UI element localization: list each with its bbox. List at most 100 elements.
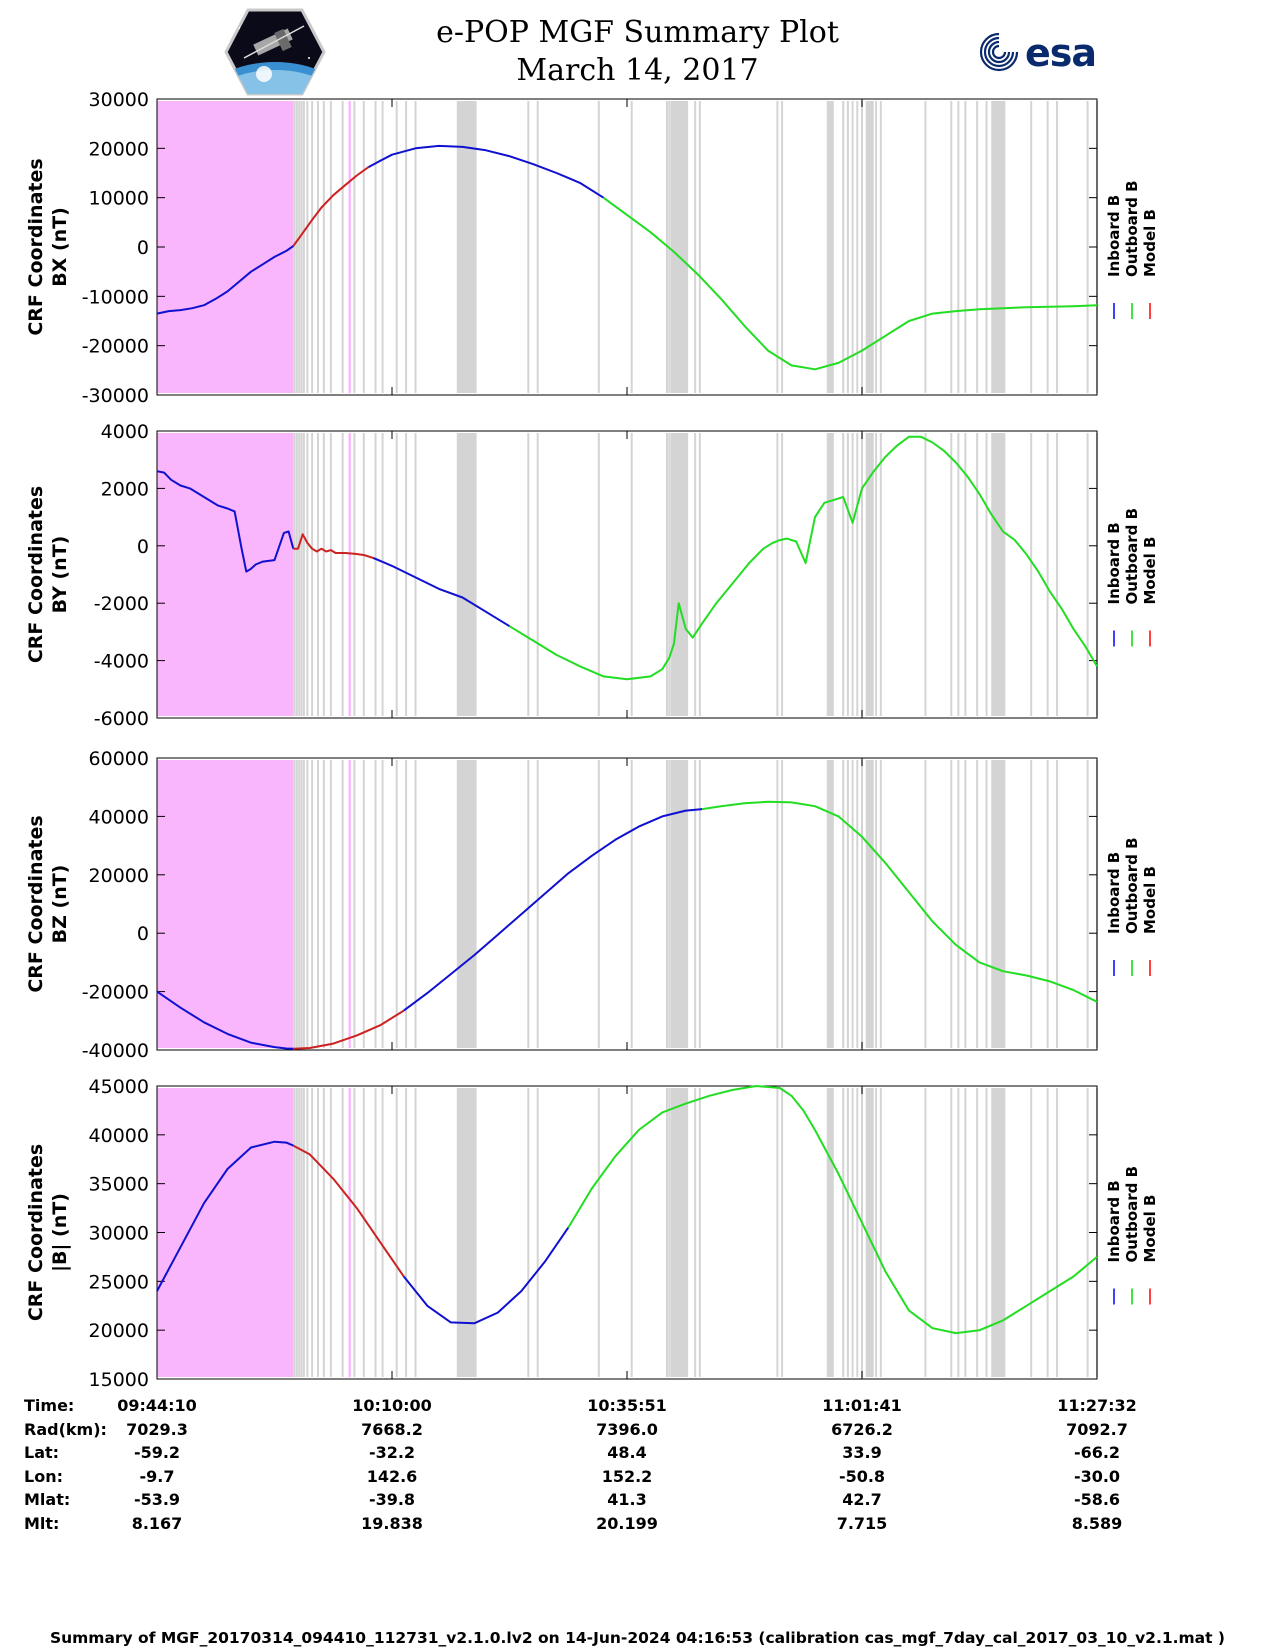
- magenta-region: [348, 760, 351, 1048]
- y-axis-label: CRF Coordinates BZ (nT): [25, 815, 71, 992]
- magenta-region: [348, 101, 351, 393]
- legend-entry-label: Model B: [1141, 537, 1159, 605]
- y-tick-label: 4000: [101, 421, 149, 443]
- y-tick-label: 0: [137, 536, 149, 558]
- y-tick-label: -20000: [82, 336, 149, 358]
- legend-entry-label: Outboard B: [1123, 180, 1141, 277]
- y-tick-label: 30000: [89, 89, 149, 111]
- legend-entry-label: Inboard B: [1105, 195, 1123, 277]
- y-tick-label: 40000: [89, 806, 149, 828]
- y-axis-label: CRF Coordinates BY (nT): [25, 486, 71, 663]
- legend-entry-label: Inboard B: [1105, 522, 1123, 604]
- table-row-label: Time:: [24, 1396, 75, 1415]
- gray-band: [826, 101, 834, 393]
- table-cell: -53.9: [133, 1490, 181, 1509]
- series-line-inboard: [156, 245, 294, 315]
- gray-band: [457, 1088, 477, 1377]
- panel-frame: [156, 98, 1098, 396]
- series-line-model: [293, 1009, 405, 1050]
- series-line-outboard: [702, 800, 1098, 1003]
- table-cell: 7668.2: [361, 1419, 423, 1439]
- gray-band: [457, 760, 477, 1048]
- y-tick-label: 45000: [89, 1076, 149, 1098]
- table-cell: 8.167: [131, 1513, 183, 1533]
- table-cell: 10:35:51: [587, 1396, 667, 1415]
- legend-entry-label: Outboard B: [1123, 1166, 1141, 1263]
- esa-swirl-icon: [979, 32, 1019, 72]
- legend-entry-label: Model B: [1141, 209, 1159, 277]
- magenta-region: [348, 433, 351, 716]
- y-tick-label: 15000: [89, 1369, 149, 1391]
- magenta-region: [157, 1088, 294, 1377]
- gray-band: [866, 433, 874, 716]
- y-tick-label: 10000: [89, 188, 149, 210]
- y-tick-label: 0: [137, 237, 149, 259]
- gray-band: [457, 101, 477, 393]
- magenta-region: [157, 760, 294, 1048]
- table-cell: -9.7: [139, 1466, 175, 1486]
- table-cell: -39.8: [368, 1490, 416, 1509]
- gray-band: [991, 433, 1006, 716]
- gray-band: [826, 433, 834, 716]
- table-row-label: Rad(km):: [24, 1419, 107, 1439]
- y-tick-label: 40000: [89, 1125, 149, 1147]
- y-tick-label: -10000: [82, 286, 149, 308]
- gray-band: [457, 433, 477, 716]
- table-cell: 8.589: [1071, 1513, 1123, 1533]
- series-line-inboard: [156, 1140, 294, 1292]
- table-cell: 42.7: [842, 1490, 882, 1509]
- table-cell: 33.9: [842, 1443, 882, 1462]
- magenta-region: [157, 433, 294, 716]
- y-tick-label: -4000: [94, 651, 149, 673]
- table-cell: -30.0: [1073, 1466, 1121, 1486]
- legend-entry-label: Inboard B: [1105, 1180, 1123, 1262]
- table-cell: -59.2: [133, 1443, 181, 1462]
- legend-entry-label: Inboard B: [1105, 852, 1123, 934]
- y-tick-label: 0: [137, 923, 149, 945]
- table-cell: 11:27:32: [1057, 1396, 1137, 1415]
- y-tick-label: 60000: [89, 748, 149, 770]
- y-tick-label: 20000: [89, 865, 149, 887]
- esa-logo: esa: [975, 28, 1097, 78]
- table-cell: 152.2: [601, 1466, 653, 1486]
- table-cell: 10:10:00: [352, 1396, 432, 1415]
- table-cell: 20.199: [596, 1513, 658, 1533]
- legend-entry-label: Outboard B: [1123, 508, 1141, 605]
- table-row-label: Mlat:: [24, 1490, 71, 1509]
- y-tick-label: 20000: [89, 138, 149, 160]
- series-line-inboard: [156, 470, 295, 573]
- footer-summary: Summary of MGF_20170314_094410_112731_v2…: [49, 1629, 1226, 1647]
- legend-entry-label: Outboard B: [1123, 837, 1141, 934]
- table-cell: 142.6: [366, 1466, 418, 1486]
- table-cell: 48.4: [607, 1443, 647, 1462]
- panel-2: 4000 2000 0 -2000 -4000 -6000 CRF Coordinates B…: [25, 421, 1159, 730]
- table-cell: 7.715: [836, 1513, 888, 1533]
- series-line-inboard: [403, 808, 703, 1012]
- table-cell: -32.2: [368, 1443, 416, 1462]
- gray-band: [826, 1088, 834, 1377]
- table-row-label: Mlt:: [24, 1513, 60, 1533]
- table-cell: -66.2: [1073, 1443, 1121, 1462]
- series-line-model: [293, 533, 374, 559]
- panel-frame: [156, 757, 1098, 1051]
- table-row-label: Lat:: [24, 1443, 60, 1462]
- series-line-inboard: [372, 556, 511, 628]
- legend-entry-label: Model B: [1141, 1195, 1159, 1263]
- panel-1: 30000 20000 10000 0 -10000 -20000 -30000 CRF Co…: [25, 89, 1159, 407]
- series-line-inboard: [368, 144, 605, 199]
- series-line-inboard: [156, 990, 294, 1050]
- y-tick-label: -40000: [82, 1040, 149, 1062]
- table-cell: 19.838: [361, 1513, 423, 1533]
- series-line-outboard: [508, 435, 1098, 681]
- y-tick-label: 30000: [89, 1223, 149, 1245]
- table-cell: -58.6: [1073, 1490, 1121, 1509]
- table-cell: 6726.2: [831, 1419, 893, 1439]
- y-tick-label: 20000: [89, 1320, 149, 1342]
- gray-band: [866, 760, 874, 1048]
- y-tick-label: 35000: [89, 1174, 149, 1196]
- gray-band: [991, 760, 1006, 1048]
- y-tick-label: -6000: [94, 708, 149, 730]
- gray-band: [866, 101, 874, 393]
- y-axis-label: CRF Coordinates |B| (nT): [25, 1144, 71, 1321]
